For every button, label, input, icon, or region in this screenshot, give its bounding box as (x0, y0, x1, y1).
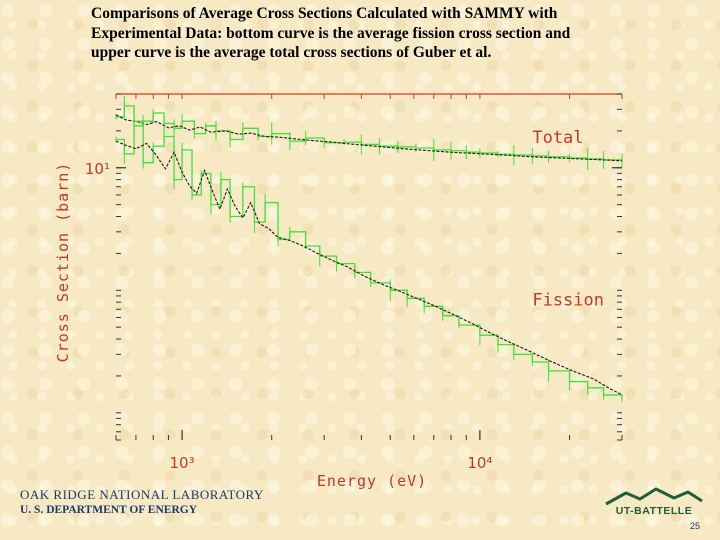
x-tick-label: 10⁴ (467, 454, 492, 472)
plot-layer: 10³ 10⁴ 10¹ Total Fission (85, 93, 623, 472)
series-label-total: Total (532, 128, 583, 148)
slide-title: Comparisons of Average Cross Sections Ca… (91, 5, 571, 61)
x-axis-label: Energy (eV) (317, 472, 427, 490)
x-tick-label: 10³ (170, 454, 195, 472)
footer-organization: OAK RIDGE NATIONAL LABORATORY (20, 487, 264, 502)
fission-calculated-line (115, 140, 623, 396)
fission-experimental-line (116, 120, 623, 399)
total-calculated-line (115, 114, 623, 162)
series-label-fission: Fission (532, 291, 604, 311)
ut-battelle-logo: UT-BATTELLE (604, 486, 704, 520)
logo-text: UT-BATTELLE (615, 505, 693, 517)
footer-department: U. S. DEPARTMENT OF ENERGY (20, 504, 198, 516)
mountain-logo-icon (605, 487, 703, 506)
y-axis-label: Cross Section (barn) (54, 162, 72, 363)
page-number: 25 (690, 521, 701, 531)
y-tick-label: 10¹ (85, 160, 110, 178)
